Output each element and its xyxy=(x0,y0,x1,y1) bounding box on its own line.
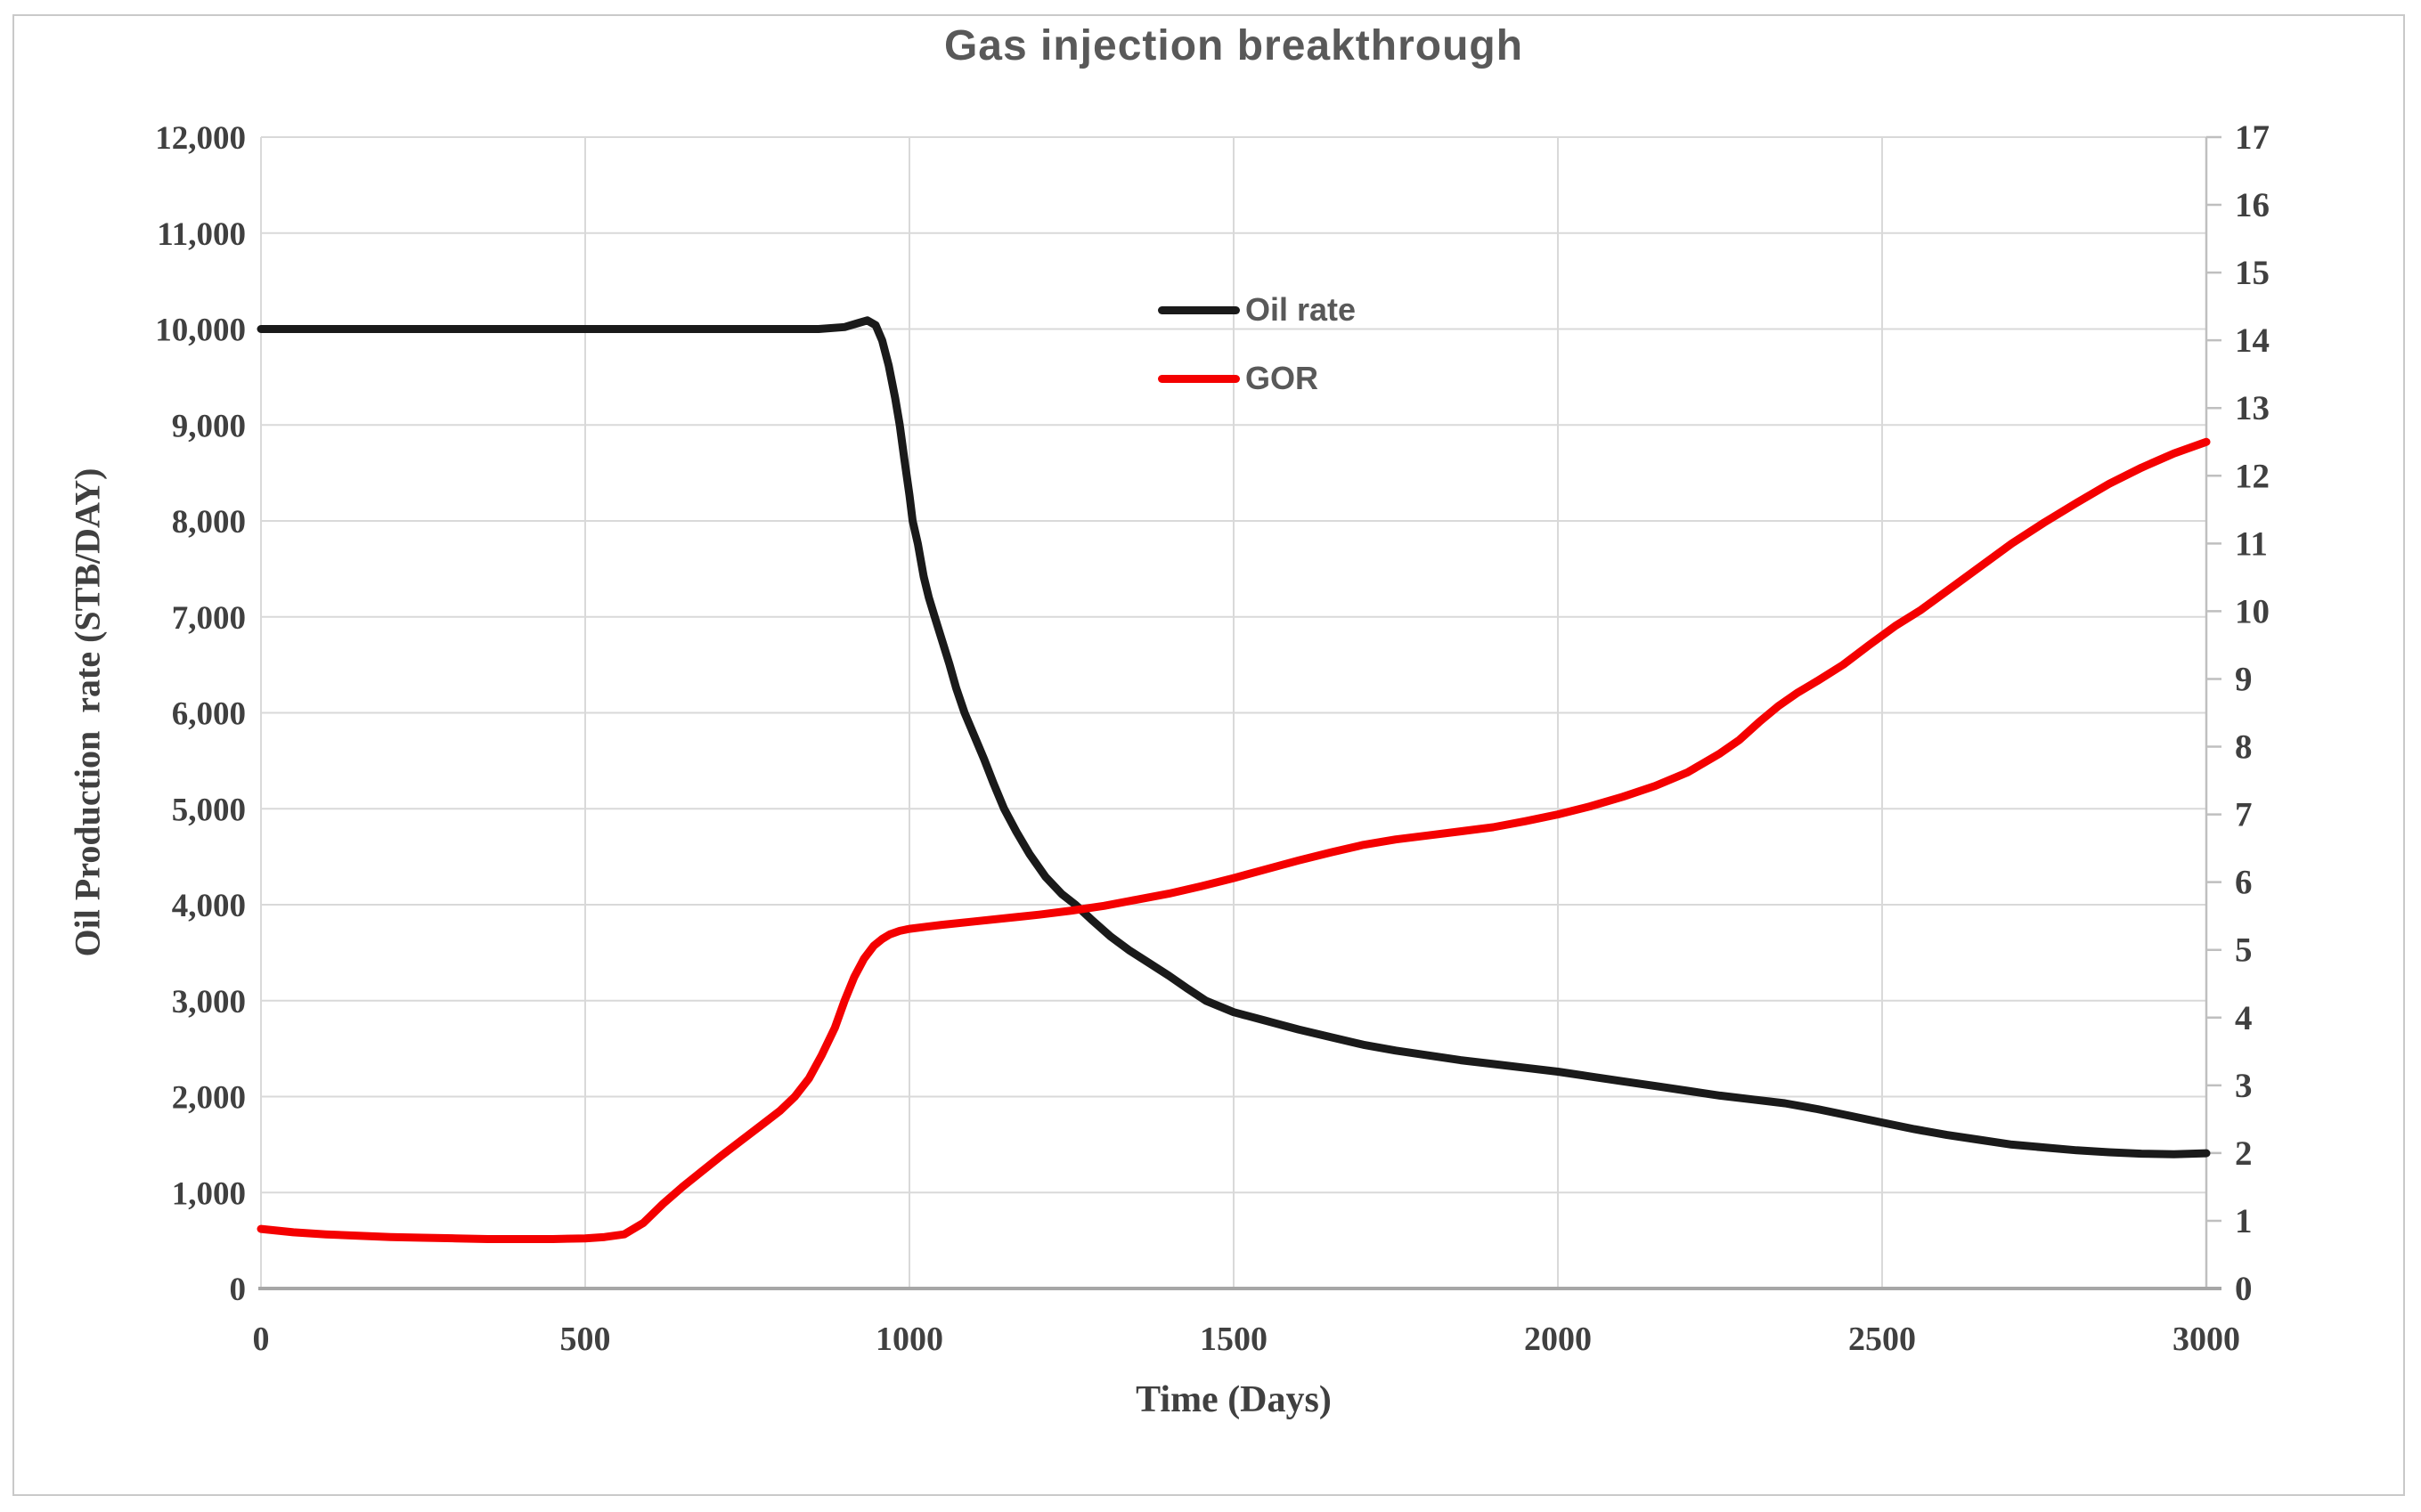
right-axis-tick-label: 5 xyxy=(2235,931,2253,970)
series-line-oil-rate xyxy=(257,316,2211,1158)
chart-title: Gas injection breakthrough xyxy=(943,22,1524,69)
right-axis-tick-label: 4 xyxy=(2235,999,2253,1037)
legend-item-gor: GOR xyxy=(1158,359,1356,398)
left-axis-tick-label: 0 xyxy=(230,1272,247,1308)
right-axis-tick-label: 8 xyxy=(2235,728,2253,767)
right-axis-tick-label: 0 xyxy=(2235,1270,2253,1308)
right-axis-tick-label: 6 xyxy=(2235,864,2253,902)
right-axis-tick-label: 9 xyxy=(2235,660,2253,698)
left-axis-tick-label: 2,000 xyxy=(172,1080,246,1117)
x-axis-tick-label: 1000 xyxy=(876,1321,943,1358)
figure-border xyxy=(12,14,2405,1496)
right-axis-tick-label: 7 xyxy=(2235,796,2253,834)
oil-rate-line-swatch xyxy=(1158,305,1240,314)
legend-label-oil-rate: Oil rate xyxy=(1245,291,1357,328)
right-axis-tick-label: 10 xyxy=(2235,592,2270,630)
right-axis-tick-label: 2 xyxy=(2235,1134,2253,1173)
x-axis-tick-label: 1500 xyxy=(1200,1321,1268,1358)
left-axis-tick-label: 9,000 xyxy=(172,408,246,444)
left-axis-tick-label: 3,000 xyxy=(172,984,246,1020)
left-axis-tick-label: 10,000 xyxy=(155,313,246,349)
x-axis-tick-label: 3000 xyxy=(2172,1321,2240,1358)
right-axis-tick-label: 16 xyxy=(2235,186,2270,224)
right-axis-tick-label: 14 xyxy=(2235,321,2270,360)
x-axis-tick-label: 0 xyxy=(253,1321,270,1358)
left-axis-tick-label: 12,000 xyxy=(155,120,246,157)
right-axis-tick-label: 3 xyxy=(2235,1067,2253,1105)
x-axis-tick-label: 2500 xyxy=(1848,1321,1916,1358)
x-axis-tick-label: 500 xyxy=(560,1321,611,1358)
gor-line-swatch xyxy=(1158,374,1240,383)
right-axis-tick-label: 15 xyxy=(2235,254,2270,292)
series-line-gor xyxy=(257,437,2211,1243)
right-axis-tick-label: 11 xyxy=(2235,524,2268,563)
left-axis-tick-label: 8,000 xyxy=(172,504,246,541)
legend-label-gor: GOR xyxy=(1245,360,1319,396)
left-axis-tick-label: 6,000 xyxy=(172,696,246,733)
right-axis-tick-label: 13 xyxy=(2235,389,2270,427)
legend-item-oil-rate: Oil rate xyxy=(1158,290,1356,329)
x-axis-tick-label: 2000 xyxy=(1524,1321,1592,1358)
right-axis-tick-label: 17 xyxy=(2235,118,2270,157)
right-axis-tick-label: 12 xyxy=(2235,457,2270,495)
legend: Oil rate GOR xyxy=(1158,290,1356,427)
right-axis-tick-label: 1 xyxy=(2235,1202,2253,1240)
left-axis-title: Oil Production rate (STB/DAY) xyxy=(67,467,108,957)
left-axis-tick-label: 11,000 xyxy=(157,216,246,253)
x-axis-title: Time (Days) xyxy=(1136,1379,1332,1420)
left-axis-tick-label: 5,000 xyxy=(172,792,246,828)
left-axis-tick-label: 7,000 xyxy=(172,600,246,637)
left-axis-tick-label: 4,000 xyxy=(172,888,246,924)
left-axis-tick-label: 1,000 xyxy=(172,1175,246,1212)
